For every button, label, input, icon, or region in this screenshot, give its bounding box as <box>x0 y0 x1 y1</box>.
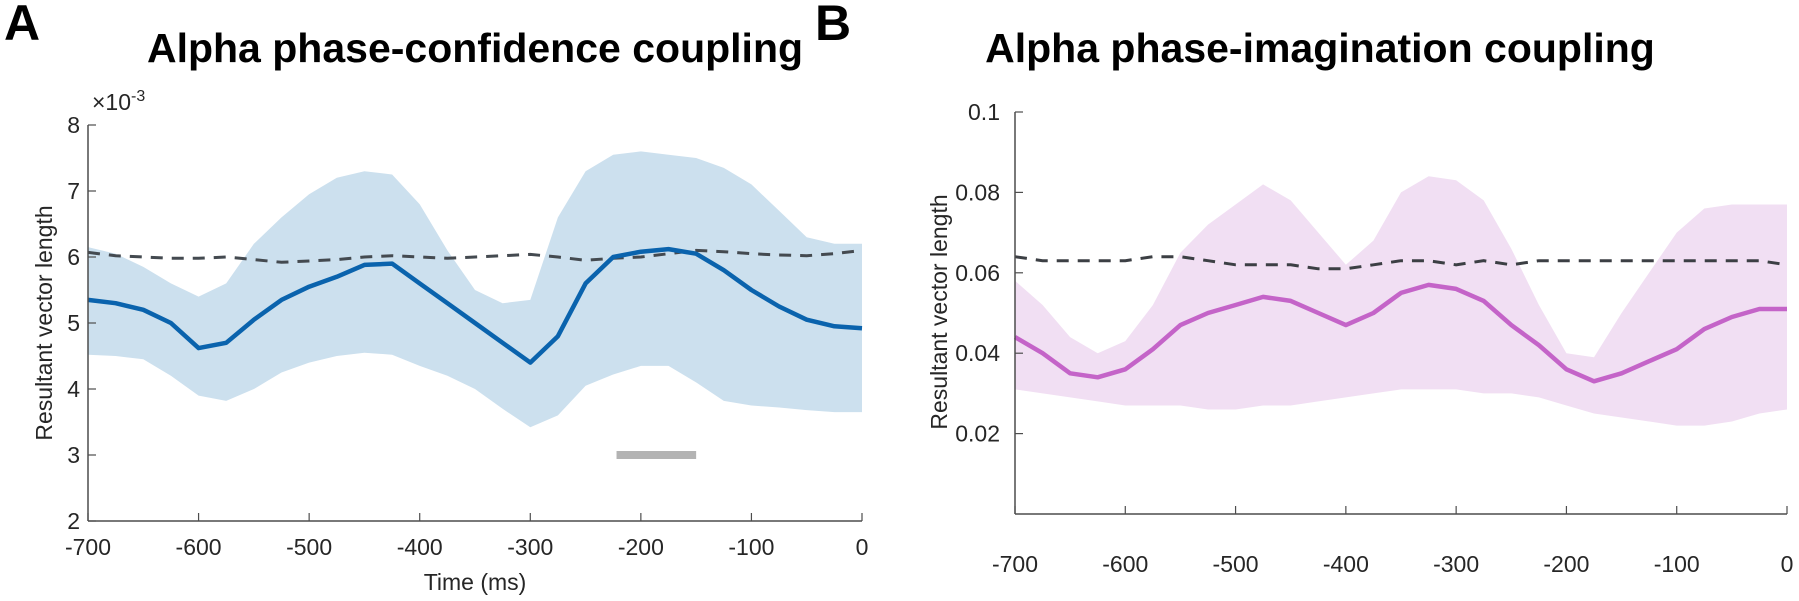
x-tick-label: -400 <box>1323 551 1369 577</box>
x-tick-label: -100 <box>1654 551 1700 577</box>
chart-title-b: Alpha phase-imagination coupling <box>985 25 1655 71</box>
baseline-dashed-line <box>1014 255 1788 271</box>
x-tick-label: -400 <box>397 534 443 560</box>
x-tick-label: 0 <box>1781 551 1794 577</box>
x-tick-label: -600 <box>1102 551 1148 577</box>
y-axis-label-b: Resultant vector length <box>926 194 952 429</box>
x-tick-label: -700 <box>65 534 111 560</box>
confidence-band <box>88 151 862 428</box>
x-axis-label-a: Time (ms) <box>424 569 527 595</box>
x-tick-label: -500 <box>286 534 332 560</box>
y-tick-label: 0.08 <box>955 179 1000 205</box>
confidence-band <box>1015 176 1787 426</box>
x-tick-label: -100 <box>728 534 774 560</box>
axes-b: -700 -600 -500 -400 -300 -200 -100 0 0.02 0.04 0.0… <box>955 99 1793 577</box>
y-tick-label: 5 <box>67 310 80 336</box>
x-tick-label: -300 <box>1433 551 1479 577</box>
y-tick-label: 0.06 <box>955 260 1000 286</box>
y-tick-label: 6 <box>67 244 80 270</box>
y-tick-label: 0.1 <box>968 99 1000 125</box>
x-tick-label: -700 <box>992 551 1038 577</box>
y-tick-label: 7 <box>67 178 80 204</box>
y-tick-label: 0.04 <box>955 340 1000 366</box>
y-tick-label: 2 <box>67 508 80 534</box>
x-tick-label: -200 <box>1543 551 1589 577</box>
x-tick-label: -600 <box>176 534 222 560</box>
x-tick-label: -500 <box>1213 551 1259 577</box>
panel-b: B Alpha phase-imagination coupling -700-… <box>815 0 1793 577</box>
x-tick-label: -200 <box>618 534 664 560</box>
y-axis-label-a: Resultant vector length <box>31 205 57 440</box>
panel-letter-a: A <box>4 0 40 51</box>
plot-area-b <box>1013 176 1788 426</box>
panel-letter-b: B <box>815 0 851 51</box>
y-tick-label: 8 <box>67 112 80 138</box>
y-exponent-label-a: ×10-3 <box>92 88 145 115</box>
y-tick-label: 4 <box>67 376 80 402</box>
baseline-dashed-line <box>87 248 863 264</box>
axes-a: -700 -600 -500 -400 -300 -200 -100 0 2 3 4 5 6 7 8 <box>65 112 868 560</box>
plot-area-a <box>87 151 863 459</box>
x-tick-label: -300 <box>507 534 553 560</box>
panel-a: A Alpha phase-confidence coupling ×10-3 … <box>4 0 868 595</box>
y-tick-label: 3 <box>67 442 80 468</box>
x-tick-label: 0 <box>856 534 869 560</box>
y-tick-label: 0.02 <box>955 421 1000 447</box>
chart-title-a: Alpha phase-confidence coupling <box>147 25 803 71</box>
